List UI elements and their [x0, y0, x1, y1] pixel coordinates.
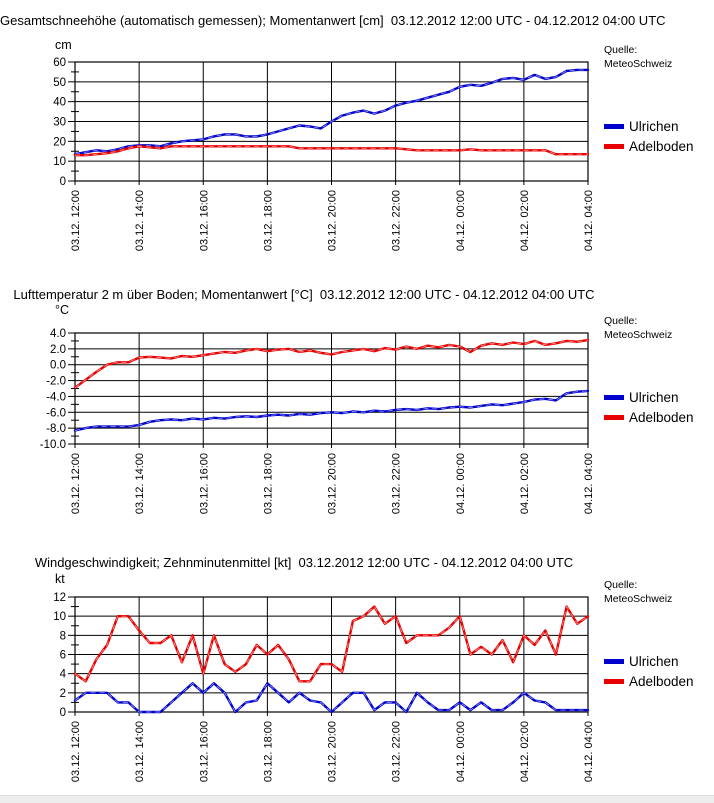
- svg-text:50: 50: [53, 77, 66, 89]
- svg-text:12: 12: [53, 592, 66, 604]
- svg-text:60: 60: [53, 57, 66, 69]
- svg-text:03.12. 16:00: 03.12. 16:00: [198, 190, 210, 251]
- snow-depth-chart-title: Gesamtschneehöhe (automatisch gemessen);…: [0, 13, 666, 28]
- legend-label-adelboden: Adelboden: [629, 674, 694, 689]
- wind-chart-section: Windgeschwindigkeit; Zehnminutenmittel […: [0, 545, 714, 803]
- source-line1: Quelle:: [604, 315, 638, 327]
- adelboden-line-swatch: [604, 679, 624, 684]
- ulrichen-line-swatch: [604, 659, 624, 664]
- svg-text:03.12. 20:00: 03.12. 20:00: [327, 453, 339, 514]
- source-line2: MeteoSchweiz: [604, 328, 673, 341]
- ulrichen-line-swatch: [604, 124, 624, 129]
- source-line1: Quelle:: [604, 579, 638, 591]
- legend-label-ulrichen: Ulrichen: [629, 654, 679, 669]
- source-label: Quelle: MeteoSchweiz: [604, 44, 672, 71]
- svg-text:03.12. 16:00: 03.12. 16:00: [198, 453, 210, 514]
- svg-text:03.12. 12:00: 03.12. 12:00: [70, 721, 82, 782]
- snow-depth-legend: Ulrichen Adelboden: [604, 119, 694, 159]
- legend-label-adelboden: Adelboden: [629, 410, 694, 425]
- snow-depth-plot: 0 10 20 30 40 50 60 03.12. 12:00 03.12. 14:00 03.…: [53, 57, 595, 251]
- temperature-chart-title: Lufttemperatur 2 m über Boden; Momentanw…: [13, 287, 595, 302]
- svg-text:04.12. 00:00: 04.12. 00:00: [455, 721, 467, 782]
- svg-text:4: 4: [60, 669, 67, 681]
- legend-item-ulrichen: Ulrichen: [604, 119, 694, 139]
- svg-text:03.12. 12:00: 03.12. 12:00: [70, 190, 82, 251]
- svg-text:0: 0: [60, 176, 66, 188]
- svg-text:03.12. 20:00: 03.12. 20:00: [327, 190, 339, 251]
- legend-item-ulrichen: Ulrichen: [604, 654, 694, 674]
- svg-text:-8.0: -8.0: [46, 423, 66, 435]
- source-line2: MeteoSchweiz: [604, 592, 673, 605]
- svg-text:03.12. 22:00: 03.12. 22:00: [391, 721, 403, 782]
- svg-text:40: 40: [53, 97, 66, 109]
- wind-y-unit-label: kt: [55, 572, 65, 586]
- svg-text:30: 30: [53, 117, 66, 129]
- source-label: Quelle: MeteoSchweiz: [604, 579, 672, 606]
- temperature-chart-section: Lufttemperatur 2 m über Boden; Momentanw…: [0, 277, 714, 545]
- svg-text:8: 8: [60, 630, 66, 642]
- svg-text:-4.0: -4.0: [46, 391, 66, 403]
- legend-item-adelboden: Adelboden: [604, 674, 694, 694]
- wind-legend: Ulrichen Adelboden: [604, 654, 694, 694]
- temperature-y-unit-label: °C: [55, 303, 70, 317]
- svg-text:04.12. 04:00: 04.12. 04:00: [583, 453, 595, 514]
- legend-label-ulrichen: Ulrichen: [629, 390, 679, 405]
- temperature-plot: -10.0 -8.0 -6.0 -4.0 -2.0 0.0 2.0 4.0 03.12. 12:…: [40, 328, 595, 514]
- legend-item-adelboden: Adelboden: [604, 410, 694, 430]
- svg-text:03.12. 22:00: 03.12. 22:00: [391, 453, 403, 514]
- source-label: Quelle: MeteoSchweiz: [604, 315, 672, 342]
- svg-text:03.12. 16:00: 03.12. 16:00: [198, 721, 210, 782]
- svg-text:04.12. 02:00: 04.12. 02:00: [519, 721, 531, 782]
- snow-depth-y-unit-label: cm: [55, 38, 72, 52]
- source-line1: Quelle:: [604, 44, 638, 56]
- page-bottom-strip: [0, 795, 714, 803]
- svg-text:2: 2: [60, 688, 66, 700]
- svg-text:0: 0: [60, 707, 66, 719]
- adelboden-line-swatch: [604, 144, 624, 149]
- svg-text:04.12. 00:00: 04.12. 00:00: [455, 453, 467, 514]
- svg-text:03.12. 18:00: 03.12. 18:00: [262, 453, 274, 514]
- svg-text:4.0: 4.0: [50, 328, 66, 340]
- svg-text:03.12. 14:00: 03.12. 14:00: [134, 453, 146, 514]
- svg-text:03.12. 14:00: 03.12. 14:00: [134, 721, 146, 782]
- svg-text:6: 6: [60, 650, 66, 662]
- svg-text:03.12. 18:00: 03.12. 18:00: [262, 721, 274, 782]
- svg-text:-10.0: -10.0: [40, 439, 66, 451]
- source-line2: MeteoSchweiz: [604, 57, 673, 70]
- temperature-legend: Ulrichen Adelboden: [604, 390, 694, 430]
- wind-plot: 0 2 4 6 8 10 12 03.12. 12:00 03.12. 14:00 03.12. …: [53, 592, 595, 782]
- legend-label-ulrichen: Ulrichen: [629, 119, 679, 134]
- ulrichen-line-swatch: [604, 395, 624, 400]
- svg-text:04.12. 04:00: 04.12. 04:00: [583, 721, 595, 782]
- svg-text:10: 10: [53, 156, 66, 168]
- svg-text:2.0: 2.0: [50, 344, 66, 356]
- snow-depth-chart-section: Gesamtschneehöhe (automatisch gemessen);…: [0, 0, 714, 277]
- svg-text:20: 20: [53, 136, 66, 148]
- svg-text:10: 10: [53, 611, 66, 623]
- adelboden-line-swatch: [604, 415, 624, 420]
- svg-text:03.12. 12:00: 03.12. 12:00: [70, 453, 82, 514]
- legend-item-adelboden: Adelboden: [604, 139, 694, 159]
- svg-text:04.12. 02:00: 04.12. 02:00: [519, 190, 531, 251]
- svg-text:0.0: 0.0: [50, 360, 66, 372]
- svg-text:03.12. 18:00: 03.12. 18:00: [262, 190, 274, 251]
- svg-text:03.12. 20:00: 03.12. 20:00: [327, 721, 339, 782]
- svg-text:-6.0: -6.0: [46, 407, 66, 419]
- svg-text:04.12. 02:00: 04.12. 02:00: [519, 453, 531, 514]
- legend-item-ulrichen: Ulrichen: [604, 390, 694, 410]
- svg-text:04.12. 04:00: 04.12. 04:00: [583, 190, 595, 251]
- legend-label-adelboden: Adelboden: [629, 139, 694, 154]
- wind-chart-title: Windgeschwindigkeit; Zehnminutenmittel […: [34, 555, 574, 570]
- svg-text:-2.0: -2.0: [46, 376, 66, 388]
- svg-text:03.12. 14:00: 03.12. 14:00: [134, 190, 146, 251]
- svg-text:03.12. 22:00: 03.12. 22:00: [391, 190, 403, 251]
- svg-text:04.12. 00:00: 04.12. 00:00: [455, 190, 467, 251]
